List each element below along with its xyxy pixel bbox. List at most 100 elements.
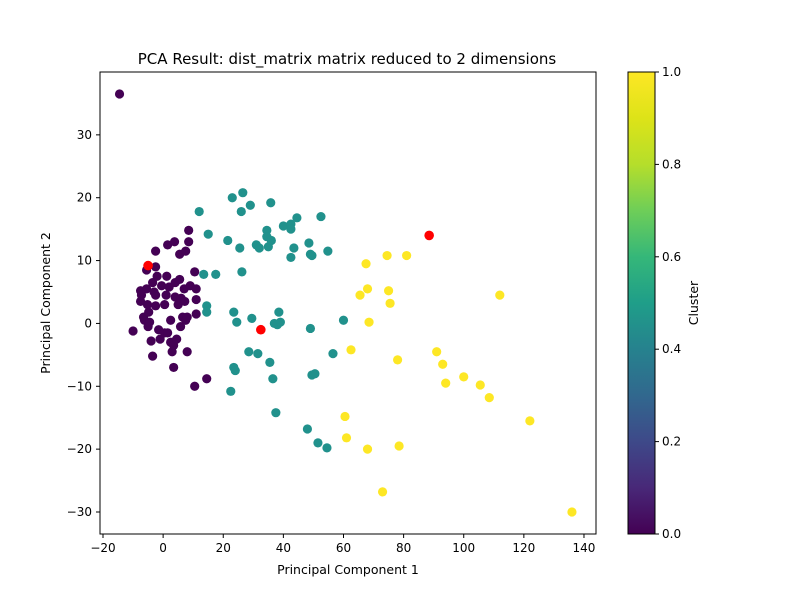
scatter-point-cluster-2-9 xyxy=(382,250,392,261)
colorbar-ticks: 0.0 0.2 0.4 0.6 0.8 1.0 xyxy=(655,65,681,541)
scatter-point-cluster-2-8 xyxy=(377,487,388,497)
scatter-point-cluster-1-28 xyxy=(266,235,276,246)
scatter-point-cluster-0-14 xyxy=(148,351,158,361)
scatter-point-cluster-0-56 xyxy=(190,267,200,277)
scatter-point-cluster-1-41 xyxy=(302,424,313,434)
x-tick-label: 140 xyxy=(573,541,596,555)
scatter-point-cluster-2-1 xyxy=(341,433,352,443)
scatter-point-cluster-2-3 xyxy=(355,290,365,300)
scatter-point-cluster-2-22 xyxy=(525,416,535,426)
scatter-point-cluster-0-21 xyxy=(152,271,162,281)
colorbar-label: Cluster xyxy=(686,280,701,325)
x-tick-label: 100 xyxy=(452,541,475,555)
x-tick-label: 120 xyxy=(512,541,535,555)
scatter-point-cluster-0-18 xyxy=(151,290,161,300)
scatter-point-cluster-1-39 xyxy=(289,243,299,253)
y-tick-label: 10 xyxy=(77,254,92,268)
scatter-point-cluster-0-53 xyxy=(184,225,194,235)
scatter-point-cluster-1-7 xyxy=(226,386,236,396)
scatter-point-cluster-0-54 xyxy=(184,237,194,247)
x-tick-label: 40 xyxy=(276,541,291,555)
scatter-point-cluster-0-60 xyxy=(191,309,201,319)
scatter-point-cluster-2-12 xyxy=(393,355,403,365)
y-tick-label: 20 xyxy=(77,191,92,205)
x-tick-label: 20 xyxy=(216,541,231,555)
centroid-point-2 xyxy=(424,230,434,241)
scatter-point-cluster-0-8 xyxy=(141,284,152,294)
scatter-point-cluster-2-0 xyxy=(340,411,350,422)
scatter-point-cluster-0-40 xyxy=(172,334,182,344)
scatter-point-cluster-1-10 xyxy=(229,307,239,317)
scatter-point-cluster-0-43 xyxy=(175,274,185,285)
scatter-point-cluster-1-11 xyxy=(230,365,240,376)
scatter-point-cluster-2-7 xyxy=(364,317,374,327)
scatter-point-cluster-0-12 xyxy=(145,317,155,327)
scatter-point-cluster-1-4 xyxy=(203,229,213,239)
scatter-point-cluster-1-48 xyxy=(313,438,323,448)
scatter-point-cluster-1-6 xyxy=(223,235,233,246)
scatter-point-cluster-0-20 xyxy=(151,262,161,272)
scatter-point-cluster-1-35 xyxy=(278,221,288,231)
scatter-point-cluster-0-9 xyxy=(142,299,153,310)
scatter-point-cluster-0-36 xyxy=(169,362,179,373)
scatter-point-cluster-2-18 xyxy=(459,372,469,382)
colorbar-tick-label: 0.2 xyxy=(662,435,681,449)
y-axis-label: Principal Component 2 xyxy=(38,232,53,374)
scatter-point-cluster-1-0 xyxy=(194,206,204,217)
scatter-point-cluster-2-15 xyxy=(432,347,442,357)
scatter-point-cluster-1-17 xyxy=(244,347,254,357)
scatter-point-cluster-0-61 xyxy=(202,374,212,384)
y-tick-label: 0 xyxy=(84,316,92,330)
y-tick-label: −30 xyxy=(67,505,92,519)
scatter-point-cluster-1-38 xyxy=(286,224,296,234)
chart-title: PCA Result: dist_matrix matrix reduced t… xyxy=(138,50,557,69)
scatter-point-cluster-0-37 xyxy=(169,237,180,247)
scatter-point-cluster-0-0 xyxy=(114,89,125,99)
scatter-point-cluster-1-16 xyxy=(238,188,248,198)
y-tick-label: −10 xyxy=(67,379,92,393)
scatter-point-cluster-0-29 xyxy=(163,240,173,250)
scatter-point-cluster-0-58 xyxy=(191,284,201,294)
scatter-point-cluster-0-13 xyxy=(146,336,156,346)
scatter-point-cluster-2-17 xyxy=(441,378,451,388)
scatter-point-cluster-2-21 xyxy=(495,290,505,300)
scatter-point-cluster-1-47 xyxy=(310,369,320,379)
x-axis-label: Principal Component 1 xyxy=(277,562,419,577)
scatter-point-cluster-0-51 xyxy=(182,312,192,322)
scatter-point-cluster-2-10 xyxy=(383,286,394,296)
points-layer xyxy=(114,89,577,517)
scatter-point-cluster-0-44 xyxy=(175,321,186,332)
scatter-point-cluster-1-13 xyxy=(235,243,245,253)
x-axis-ticks: −20 0 20 40 60 80 100 120 140 xyxy=(90,534,595,555)
centroid-point-0 xyxy=(143,260,153,271)
scatter-point-cluster-1-51 xyxy=(323,246,333,256)
scatter-point-cluster-0-30 xyxy=(163,328,173,338)
scatter-point-cluster-1-52 xyxy=(328,349,338,359)
y-tick-label: 30 xyxy=(77,128,92,142)
scatter-point-cluster-0-11 xyxy=(144,307,154,317)
colorbar-tick-label: 0.6 xyxy=(662,250,681,264)
x-tick-label: −20 xyxy=(90,541,115,555)
scatter-point-cluster-1-3 xyxy=(202,307,212,317)
scatter-point-cluster-0-52 xyxy=(182,347,192,357)
scatter-point-cluster-2-16 xyxy=(438,359,448,369)
scatter-point-cluster-1-40 xyxy=(292,213,302,223)
colorbar-tick-label: 0.4 xyxy=(662,342,681,356)
scatter-point-cluster-2-6 xyxy=(362,444,373,454)
colorbar-tick-label: 0.0 xyxy=(662,527,681,541)
colorbar-tick-label: 1.0 xyxy=(662,65,681,79)
colorbar-tick-label: 0.8 xyxy=(662,157,681,171)
scatter-point-cluster-0-24 xyxy=(157,281,167,291)
plot-area-frame xyxy=(99,71,597,535)
scatter-point-cluster-2-23 xyxy=(567,507,577,517)
scatter-point-cluster-0-17 xyxy=(151,246,161,256)
scatter-point-cluster-1-33 xyxy=(274,307,284,317)
scatter-point-cluster-2-11 xyxy=(385,298,395,308)
scatter-point-cluster-1-49 xyxy=(316,211,326,222)
scatter-point-cluster-1-34 xyxy=(275,317,285,327)
scatter-point-cluster-2-20 xyxy=(484,393,494,403)
scatter-point-cluster-1-21 xyxy=(253,349,263,359)
scatter-point-cluster-1-26 xyxy=(265,357,275,367)
